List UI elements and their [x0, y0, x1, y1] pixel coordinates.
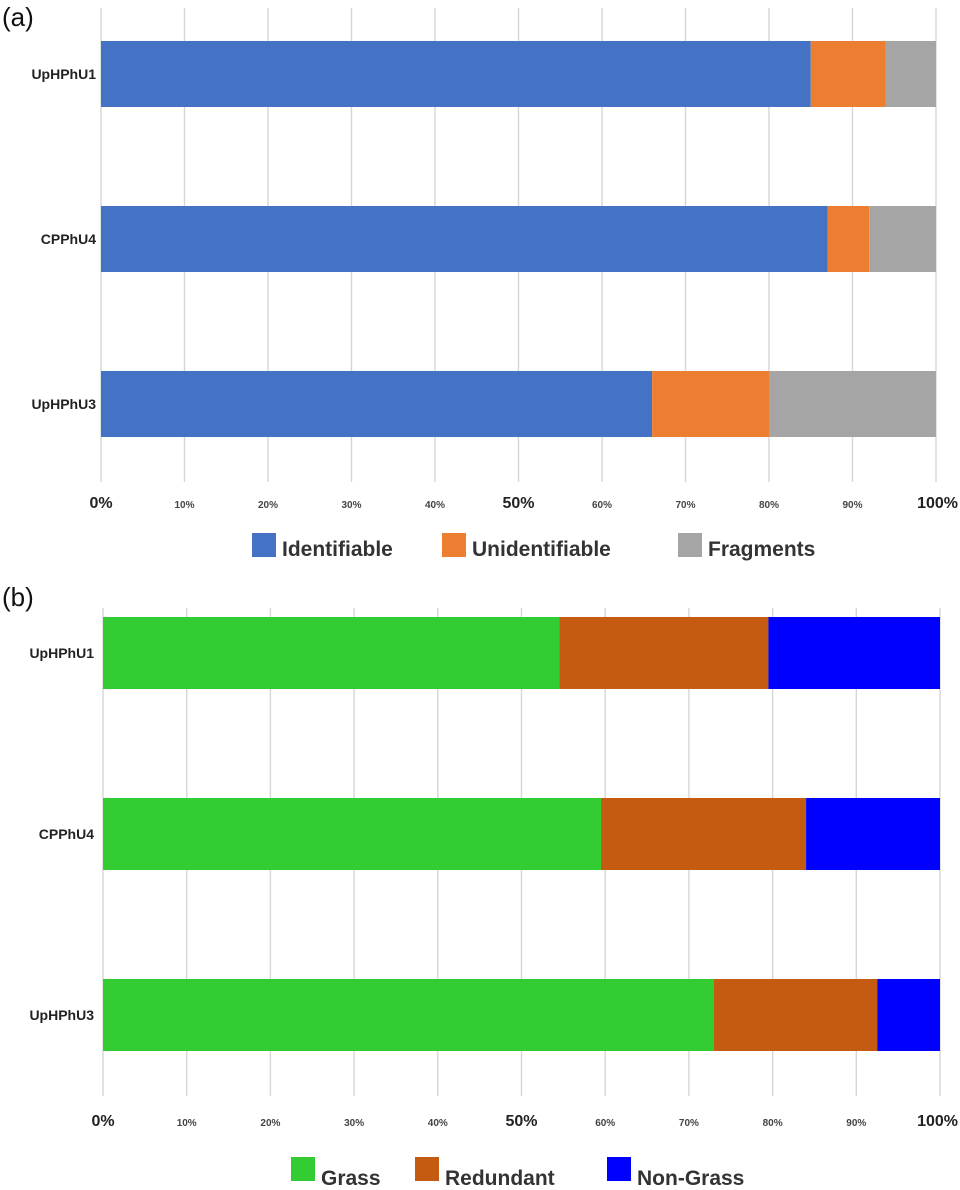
bar-segment-non-grass: [877, 979, 940, 1051]
bar-segment-grass: [103, 617, 560, 689]
x-tick-label: 80%: [763, 1118, 783, 1129]
legend-label: Identifiable: [282, 538, 393, 561]
x-tick-label: 0%: [91, 1113, 114, 1130]
x-tick-label: 70%: [675, 500, 695, 511]
legend-swatch: [252, 533, 276, 557]
bar-segment-fragments: [885, 41, 936, 107]
category-label: UpHPhU1: [31, 66, 96, 82]
legend-label: Grass: [321, 1167, 381, 1190]
x-tick-label: 60%: [592, 500, 612, 511]
bar-segment-non-grass: [806, 798, 940, 870]
x-tick-label: 100%: [917, 495, 958, 512]
x-tick-label: 10%: [177, 1118, 197, 1129]
x-tick-label: 50%: [502, 495, 534, 512]
category-label: UpHPhU3: [29, 1007, 94, 1023]
x-tick-label: 20%: [258, 500, 278, 511]
x-tick-label: 10%: [174, 500, 194, 511]
x-tick-label: 40%: [428, 1118, 448, 1129]
bar-segment-grass: [103, 798, 602, 870]
bar-segment-redundant: [714, 979, 878, 1051]
bar-segment-non-grass: [768, 617, 940, 689]
bar-segment-identifiable: [101, 41, 811, 107]
category-label: UpHPhU3: [31, 396, 96, 412]
legend-label: Redundant: [445, 1167, 555, 1190]
category-label: UpHPhU1: [29, 645, 94, 661]
category-label: CPPhU4: [39, 826, 94, 842]
legend-swatch: [442, 533, 466, 557]
legend-label: Non-Grass: [637, 1167, 744, 1190]
x-tick-label: 30%: [344, 1118, 364, 1129]
chart-panel-a: (a) UpHPhU1 CPPhU4 UpHPhU3 0% 10% 20% 30% 40% 50%…: [2, 2, 958, 561]
x-tick-label: 60%: [595, 1118, 615, 1129]
bar-segment-redundant: [559, 617, 769, 689]
bar-segment-fragments: [769, 371, 936, 437]
legend-swatch: [678, 533, 702, 557]
x-tick-label: 100%: [917, 1113, 958, 1130]
legend-swatch: [291, 1157, 315, 1181]
panel-label-b: (b): [2, 582, 34, 612]
legend-label: Fragments: [708, 538, 815, 561]
bar-segment-unidentifiable: [810, 41, 886, 107]
x-tick-label: 40%: [425, 500, 445, 511]
bar-segment-identifiable: [101, 206, 828, 272]
x-tick-label: 90%: [842, 500, 862, 511]
bar-segment-identifiable: [101, 371, 653, 437]
x-tick-label: 50%: [505, 1113, 537, 1130]
x-tick-label: 20%: [260, 1118, 280, 1129]
bar-segment-unidentifiable: [827, 206, 870, 272]
legend-label: Unidentifiable: [472, 538, 611, 561]
x-tick-label: 90%: [846, 1118, 866, 1129]
bar-segment-fragments: [869, 206, 936, 272]
bar-segment-unidentifiable: [652, 371, 769, 437]
x-tick-label: 80%: [759, 500, 779, 511]
bar-segment-redundant: [601, 798, 807, 870]
x-tick-label: 70%: [679, 1118, 699, 1129]
bar-segment-grass: [103, 979, 715, 1051]
panel-label-a: (a): [2, 2, 34, 32]
legend-swatch: [415, 1157, 439, 1181]
category-label: CPPhU4: [41, 231, 96, 247]
x-tick-label: 30%: [341, 500, 361, 511]
chart-panel-b: (b) UpHPhU1 CPPhU4 UpHPhU3 0% 10% 20% 30% 40% 50%…: [2, 582, 958, 1190]
legend-swatch: [607, 1157, 631, 1181]
x-tick-label: 0%: [89, 495, 112, 512]
